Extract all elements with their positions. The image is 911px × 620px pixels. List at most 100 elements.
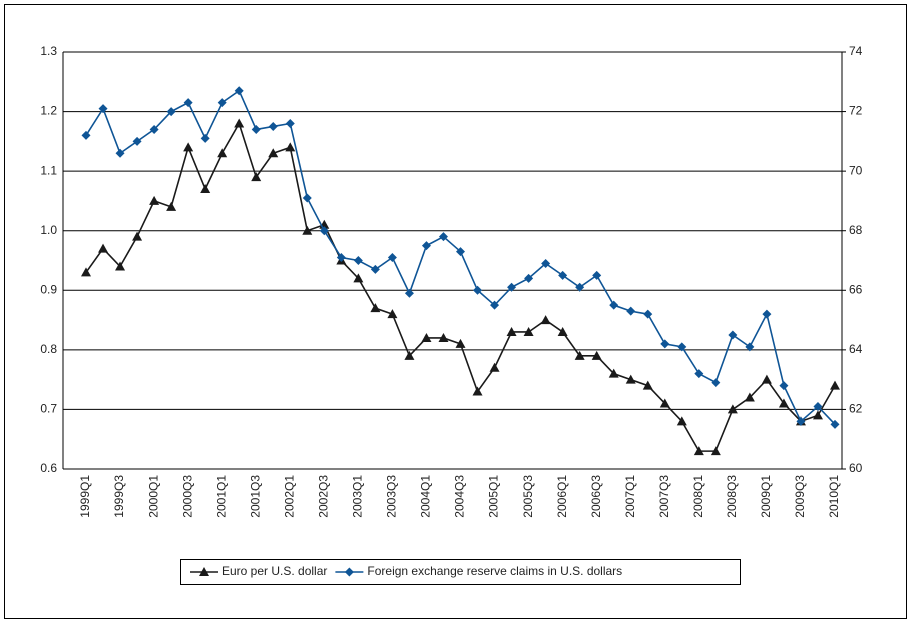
x-tick-label: 2000Q1 bbox=[146, 475, 160, 518]
x-tick-label: 2002Q1 bbox=[282, 475, 296, 518]
diamond-marker bbox=[217, 98, 227, 108]
triangle-marker bbox=[149, 195, 160, 205]
diamond-marker bbox=[694, 369, 704, 379]
triangle-marker bbox=[710, 446, 721, 456]
diamond-marker bbox=[404, 288, 414, 298]
diamond-marker bbox=[779, 381, 789, 391]
diamond-marker bbox=[524, 273, 534, 283]
triangle-marker bbox=[608, 368, 619, 378]
triangle-marker bbox=[523, 326, 534, 336]
diamond-marker bbox=[490, 300, 500, 310]
triangle-marker bbox=[472, 386, 483, 396]
triangle-marker bbox=[812, 410, 823, 420]
y-tick-label: 0.9 bbox=[40, 282, 57, 296]
x-tick-label: 2000Q3 bbox=[180, 475, 194, 518]
y2-tick-label: 64 bbox=[849, 342, 863, 356]
x-tick-label: 2008Q1 bbox=[691, 475, 705, 518]
triangle-marker bbox=[421, 332, 432, 342]
diamond-marker bbox=[830, 419, 840, 429]
x-tick-label: 1999Q3 bbox=[112, 475, 126, 518]
triangle-marker bbox=[625, 374, 636, 384]
diamond-marker bbox=[456, 247, 465, 257]
legend-label: Foreign exchange reserve claims in U.S. … bbox=[367, 564, 622, 578]
x-tick-label: 2001Q1 bbox=[214, 475, 228, 518]
triangle-marker bbox=[404, 350, 415, 360]
triangle-marker bbox=[132, 231, 143, 241]
diamond-marker bbox=[711, 378, 721, 388]
y2-tick-label: 74 bbox=[849, 44, 863, 58]
series-line bbox=[85, 89, 836, 425]
triangle-marker bbox=[353, 273, 364, 283]
triangle-marker bbox=[727, 404, 738, 414]
y-tick-label: 1.0 bbox=[40, 223, 57, 237]
diamond-marker bbox=[592, 270, 602, 280]
diamond-marker bbox=[558, 270, 568, 280]
x-tick-label: 2009Q1 bbox=[759, 475, 773, 518]
y2-tick-label: 62 bbox=[849, 402, 863, 416]
diamond-marker bbox=[660, 339, 670, 349]
triangle-marker bbox=[744, 392, 755, 402]
triangle-marker bbox=[217, 148, 228, 158]
triangle-marker bbox=[234, 118, 245, 128]
diamond-marker bbox=[98, 104, 108, 114]
triangle-marker bbox=[778, 398, 789, 408]
triangle-marker bbox=[455, 338, 466, 348]
diamond-marker bbox=[285, 118, 295, 128]
x-tick-label: 2010Q1 bbox=[827, 475, 841, 518]
triangle-marker bbox=[693, 446, 704, 456]
diamond-marker bbox=[234, 86, 244, 96]
diamond-marker bbox=[268, 121, 278, 131]
diamond-marker bbox=[166, 107, 176, 117]
triangle-marker bbox=[268, 148, 279, 158]
diamond-marker bbox=[319, 226, 329, 236]
diamond-marker bbox=[115, 148, 125, 158]
legend-label: Euro per U.S. dollar bbox=[222, 564, 327, 578]
diamond-marker bbox=[541, 258, 551, 268]
diamond-marker bbox=[745, 342, 755, 352]
y-tick-label: 1.3 bbox=[40, 44, 57, 58]
triangle-marker bbox=[285, 142, 296, 152]
legend-box bbox=[180, 559, 741, 585]
x-tick-label: 2006Q1 bbox=[555, 475, 569, 518]
triangle-marker bbox=[302, 225, 313, 235]
diamond-marker bbox=[353, 256, 363, 265]
x-tick-label: 2006Q3 bbox=[589, 475, 603, 518]
triangle-marker bbox=[557, 326, 568, 336]
x-tick-label: 2003Q3 bbox=[385, 475, 399, 518]
series-line bbox=[85, 121, 836, 452]
legend-marker bbox=[199, 567, 209, 576]
y2-tick-label: 68 bbox=[849, 223, 863, 237]
diamond-marker bbox=[677, 342, 687, 352]
triangle-marker bbox=[81, 267, 91, 277]
y2-tick-label: 66 bbox=[849, 282, 863, 296]
triangle-marker bbox=[761, 374, 772, 384]
diamond-marker bbox=[251, 124, 261, 134]
triangle-marker bbox=[387, 309, 398, 319]
y-tick-label: 0.8 bbox=[40, 342, 57, 356]
diamond-marker bbox=[387, 253, 397, 263]
x-tick-label: 1999Q1 bbox=[78, 475, 92, 518]
diamond-marker bbox=[796, 416, 806, 426]
diamond-marker bbox=[575, 282, 585, 292]
triangle-marker bbox=[98, 243, 109, 253]
triangle-marker bbox=[642, 380, 653, 390]
x-tick-label: 2005Q3 bbox=[521, 475, 535, 518]
triangle-marker bbox=[540, 315, 551, 325]
triangle-marker bbox=[115, 261, 126, 271]
diamond-marker bbox=[643, 309, 653, 319]
diamond-marker bbox=[200, 133, 210, 143]
diamond-marker bbox=[132, 136, 142, 146]
diamond-marker bbox=[473, 285, 483, 295]
triangle-marker bbox=[183, 142, 194, 152]
y-tick-label: 0.7 bbox=[40, 402, 57, 416]
x-tick-label: 2007Q3 bbox=[657, 475, 671, 518]
x-tick-label: 2009Q3 bbox=[793, 475, 807, 518]
triangle-marker bbox=[591, 350, 602, 360]
diamond-marker bbox=[149, 124, 159, 134]
triangle-marker bbox=[574, 350, 585, 360]
diamond-marker bbox=[81, 130, 91, 140]
x-tick-label: 2001Q3 bbox=[248, 475, 262, 518]
x-tick-label: 2005Q1 bbox=[487, 475, 501, 518]
triangle-marker bbox=[676, 416, 687, 426]
